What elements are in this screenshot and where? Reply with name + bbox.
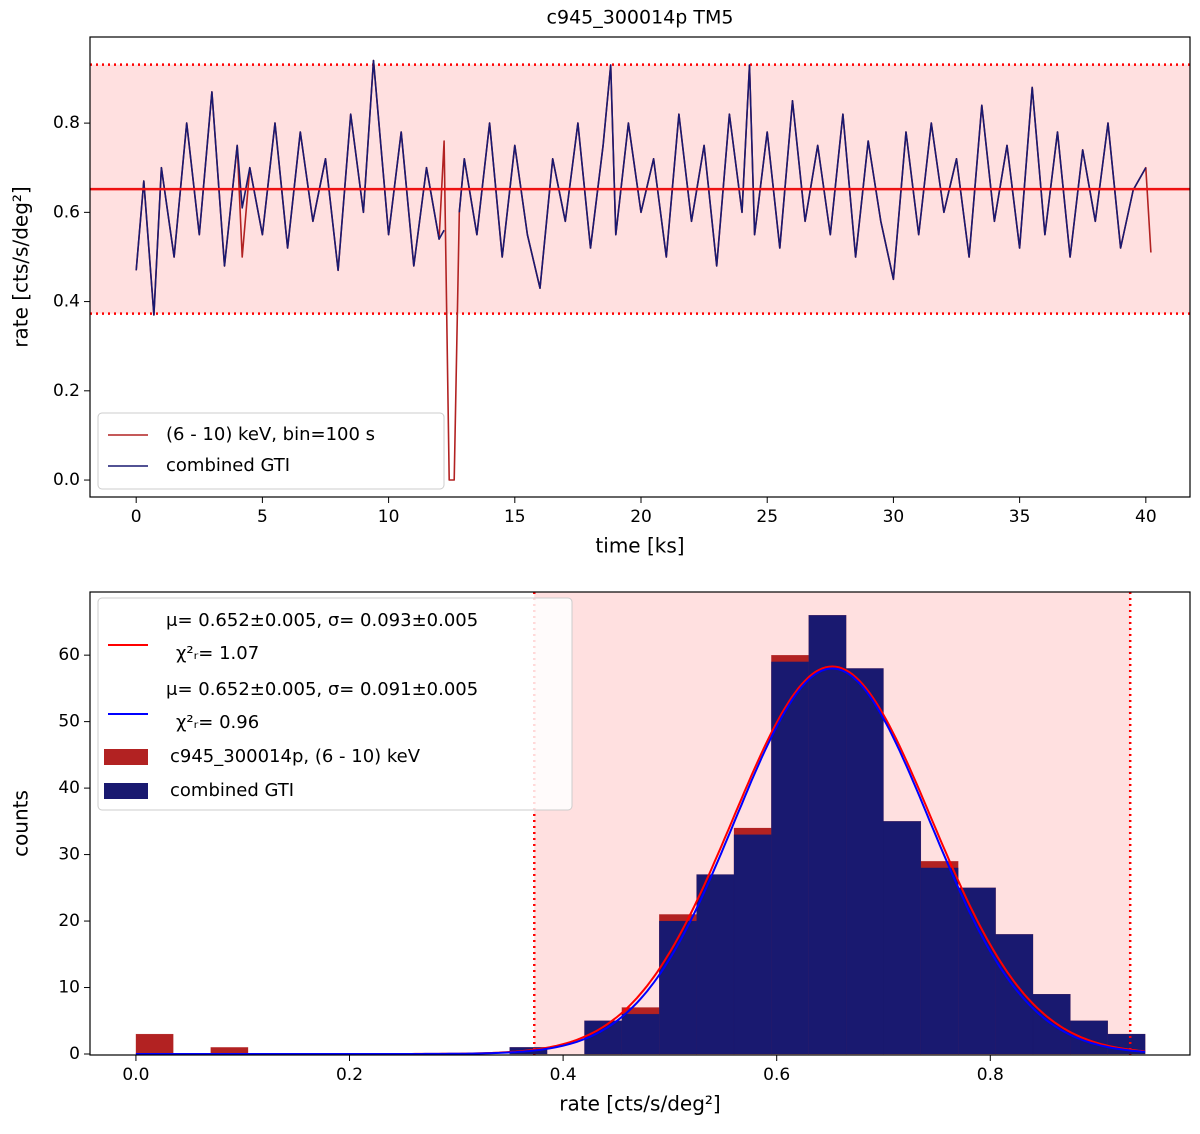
histogram-bar (958, 887, 996, 1055)
x-tick-label: 0.0 (122, 1065, 149, 1085)
x-tick-label: 15 (504, 507, 526, 527)
y-tick-label: 30 (58, 845, 80, 865)
axes-frame (89, 591, 1191, 1056)
x-tick-label: 0.2 (336, 1065, 363, 1085)
legend-label: (6 - 10) keV, bin=100 s (166, 424, 375, 445)
legend-label: χ²ᵣ= 1.07 (176, 643, 259, 664)
histogram-bar (733, 834, 772, 1055)
y-tick-label: 20 (58, 911, 80, 931)
y-tick-label: 0.0 (53, 470, 80, 490)
y-tick-label: 0.6 (53, 202, 80, 222)
histogram-bar (659, 920, 697, 1055)
x-tick-label: 0.4 (550, 1065, 577, 1085)
x-tick-label: 40 (1135, 507, 1157, 527)
y-axis-label: rate [cts/s/deg²] (9, 186, 33, 347)
y-tick-label: 0.2 (53, 381, 80, 401)
x-tick-label: 0 (131, 507, 142, 527)
legend-label: μ= 0.652±0.005, σ= 0.093±0.005 (166, 610, 478, 631)
y-axis-label: counts (9, 790, 33, 857)
legend-label: combined GTI (170, 780, 294, 801)
legend: (6 - 10) keV, bin=100 s combined GTI (97, 412, 445, 490)
x-axis-label: rate [cts/s/deg²] (559, 1092, 720, 1116)
fit-curve (135, 667, 1146, 1055)
legend-label: c945_300014p, (6 - 10) keV (170, 746, 421, 767)
histogram-bar (771, 661, 809, 1055)
plot-content (90, 59, 1190, 481)
x-tick-label: 20 (630, 507, 652, 527)
histogram-bar (621, 1013, 660, 1055)
legend-label: χ²ᵣ= 0.96 (176, 712, 259, 733)
x-tick-label: 10 (378, 507, 400, 527)
legend-label: combined GTI (166, 455, 290, 476)
histogram-bar (920, 867, 959, 1055)
x-tick-label: 0.6 (763, 1065, 790, 1085)
plot-area: 0 5 10 15 20 25 30 35 40 0.0 0.2 0.4 0.6 0.8 time [ks]… (9, 36, 1191, 558)
y-tick-label: 0.4 (53, 292, 80, 312)
x-axis-label: time [ks] (595, 534, 684, 558)
legend: μ= 0.652±0.005, σ= 0.093±0.005 χ²ᵣ= 1.07 μ… (97, 597, 573, 811)
histogram-bar (845, 668, 884, 1055)
legend-box (97, 597, 573, 811)
chart-title: c945_300014p TM5 (547, 7, 734, 29)
y-tick-label: 0 (69, 1044, 80, 1064)
histogram-bar (135, 1033, 174, 1055)
legend-swatch (104, 749, 148, 765)
y-tick-label: 60 (58, 645, 80, 665)
histogram-bar (995, 934, 1034, 1055)
x-tick-label: 25 (756, 507, 778, 527)
legend-swatch (104, 783, 148, 799)
y-tick-label: 0.8 (53, 113, 80, 133)
plot-content (135, 592, 1146, 1055)
legend-label: μ= 0.652±0.005, σ= 0.091±0.005 (166, 679, 478, 700)
plot-area: 0.0 0.2 0.4 0.6 0.8 0 10 20 30 40 50 60 rate [cts/s/… (9, 591, 1191, 1116)
x-tick-label: 0.8 (977, 1065, 1004, 1085)
axes-frame (89, 36, 1191, 498)
legend-box (97, 412, 445, 490)
x-tick-label: 35 (1009, 507, 1031, 527)
histogram-bar (808, 615, 847, 1055)
y-tick-label: 50 (58, 712, 80, 732)
x-tick-label: 30 (883, 507, 905, 527)
histogram-bar (696, 874, 735, 1055)
histogram-bar (883, 821, 922, 1055)
x-tick-label: 5 (257, 507, 268, 527)
y-tick-label: 10 (58, 978, 80, 998)
y-tick-label: 40 (58, 778, 80, 798)
